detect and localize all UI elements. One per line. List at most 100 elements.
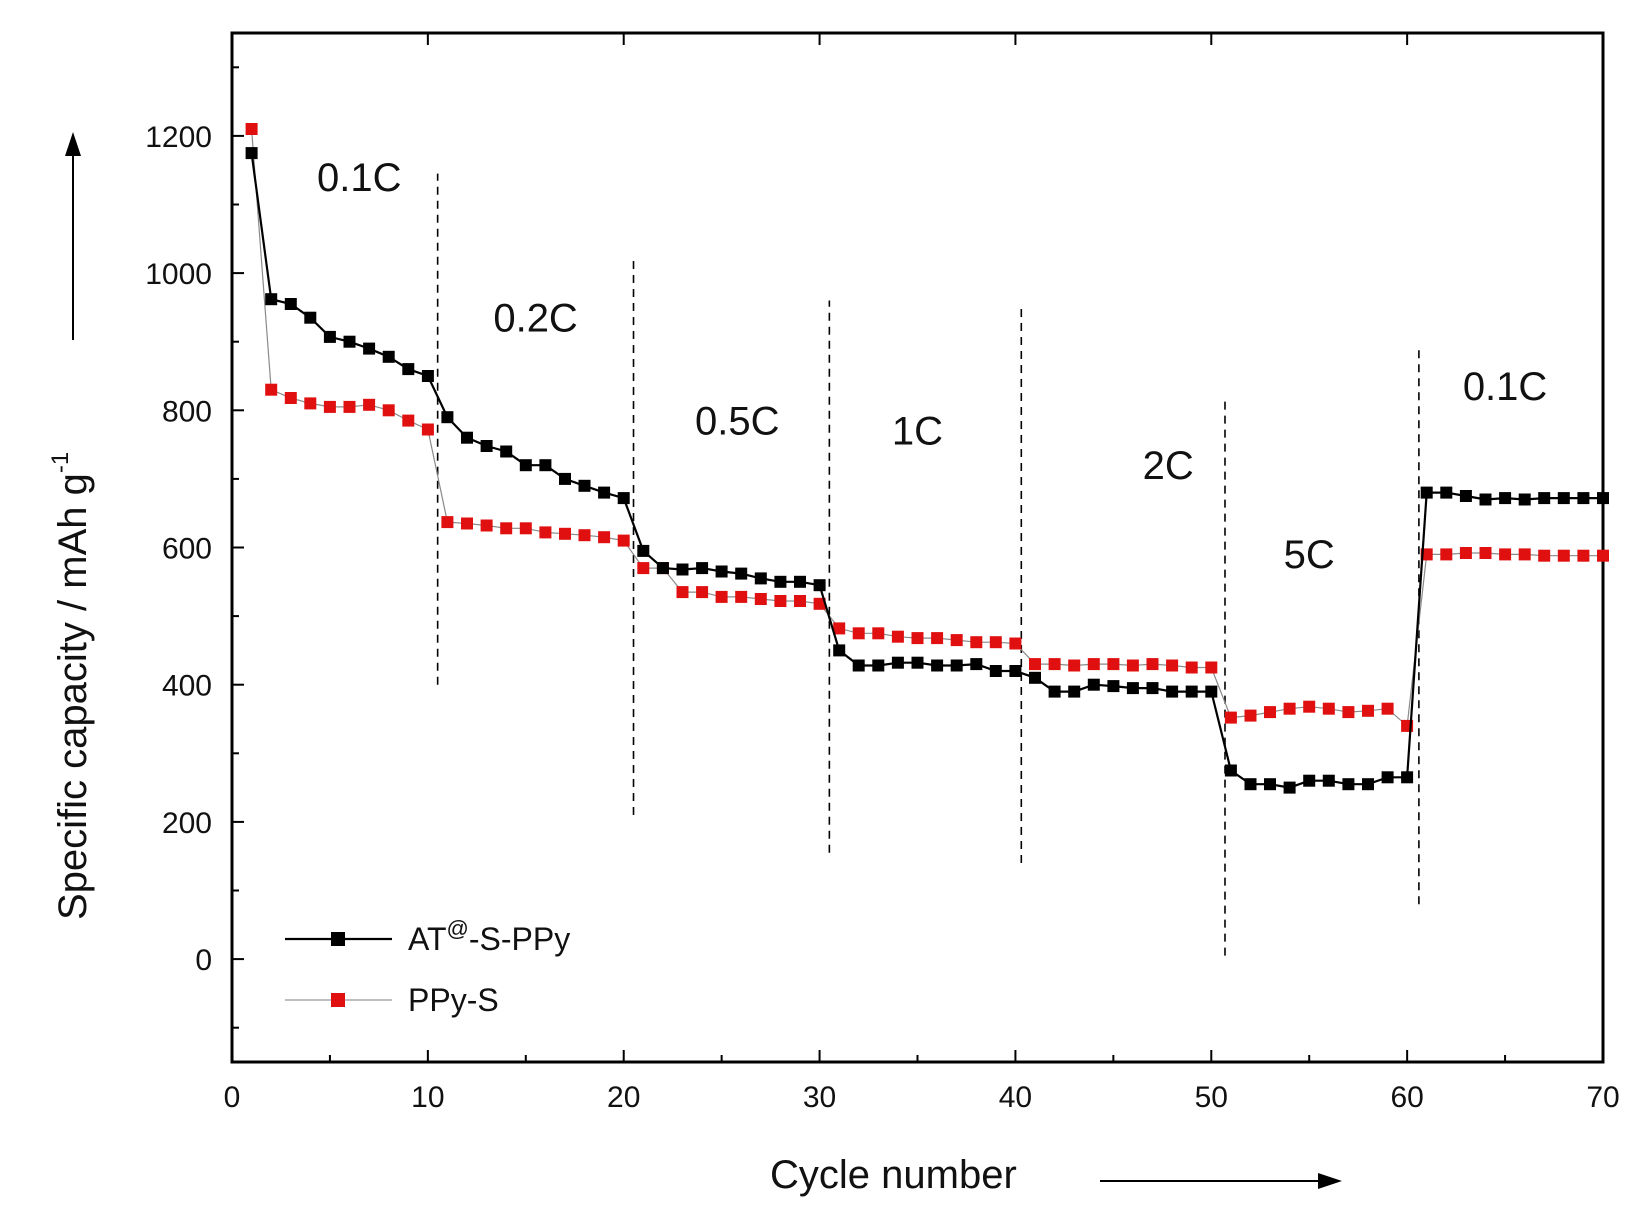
x-tick-label: 30 bbox=[803, 1081, 836, 1114]
data-point-at-s-ppy bbox=[774, 575, 787, 588]
data-point-ppy-s bbox=[676, 586, 689, 599]
data-point-at-s-ppy bbox=[1224, 764, 1237, 777]
y-tick-label: 1000 bbox=[145, 258, 212, 291]
legend-label-at-s-ppy-name: AT bbox=[408, 921, 447, 957]
data-point-at-s-ppy bbox=[1029, 671, 1041, 684]
data-point-ppy-s bbox=[461, 517, 473, 530]
rate-region-label: 0.1C bbox=[317, 156, 402, 200]
data-point-ppy-s bbox=[284, 392, 297, 404]
data-point-ppy-s bbox=[1205, 661, 1218, 674]
y-axis-title-superscript: -1 bbox=[47, 452, 74, 473]
data-point-ppy-s bbox=[559, 527, 571, 540]
data-point-at-s-ppy bbox=[813, 579, 826, 592]
data-point-ppy-s bbox=[304, 397, 317, 410]
data-point-at-s-ppy bbox=[245, 147, 258, 160]
data-point-at-s-ppy bbox=[421, 370, 434, 382]
data-point-at-s-ppy bbox=[1557, 492, 1570, 505]
legend-marker-ppy-s bbox=[331, 993, 345, 1007]
x-tick-label: 70 bbox=[1586, 1081, 1619, 1114]
data-point-ppy-s bbox=[1185, 661, 1198, 674]
data-point-at-s-ppy bbox=[931, 659, 944, 672]
data-point-ppy-s bbox=[1518, 548, 1531, 561]
data-point-ppy-s bbox=[1009, 637, 1022, 650]
rate-region-label: 0.1C bbox=[1463, 365, 1548, 409]
legend-item-at-s-ppy: AT@-S-PPy bbox=[285, 916, 570, 957]
data-point-at-s-ppy bbox=[989, 665, 1002, 677]
data-point-at-s-ppy bbox=[1087, 678, 1100, 691]
rate-dividers bbox=[436, 173, 1420, 956]
data-point-ppy-s bbox=[1322, 702, 1335, 715]
data-point-at-s-ppy bbox=[950, 659, 963, 672]
data-point-ppy-s bbox=[1166, 659, 1179, 672]
rate-region-label: 2C bbox=[1143, 444, 1194, 488]
data-point-at-s-ppy bbox=[441, 411, 454, 424]
data-point-at-s-ppy bbox=[852, 659, 865, 672]
rate-region-label: 0.2C bbox=[493, 296, 578, 340]
y-axis-arrow bbox=[65, 132, 81, 340]
data-point-at-s-ppy bbox=[1420, 486, 1433, 499]
data-point-at-s-ppy bbox=[735, 567, 748, 580]
data-point-at-s-ppy bbox=[1499, 492, 1512, 505]
data-point-at-s-ppy bbox=[382, 350, 395, 363]
data-point-ppy-s bbox=[578, 529, 591, 542]
data-point-at-s-ppy bbox=[1518, 493, 1531, 506]
data-point-at-s-ppy bbox=[1048, 685, 1061, 698]
data-point-at-s-ppy bbox=[617, 492, 630, 505]
data-point-ppy-s bbox=[931, 632, 944, 645]
y-tick-label: 0 bbox=[195, 944, 212, 977]
data-series bbox=[245, 123, 1609, 794]
data-point-at-s-ppy bbox=[1107, 680, 1120, 693]
data-point-ppy-s bbox=[323, 400, 336, 413]
series-line-ppy-s bbox=[251, 128, 1603, 728]
data-point-ppy-s bbox=[1224, 711, 1237, 724]
data-point-ppy-s bbox=[1303, 700, 1316, 713]
data-point-ppy-s bbox=[265, 383, 278, 396]
x-axis-arrow bbox=[1100, 1173, 1342, 1189]
data-point-at-s-ppy bbox=[891, 656, 904, 669]
data-point-at-s-ppy bbox=[1283, 781, 1296, 794]
data-point-ppy-s bbox=[1538, 549, 1551, 562]
data-point-ppy-s bbox=[617, 534, 630, 547]
data-point-ppy-s bbox=[1342, 706, 1355, 719]
data-point-at-s-ppy bbox=[794, 575, 806, 588]
data-point-at-s-ppy bbox=[754, 572, 767, 585]
data-point-ppy-s bbox=[1381, 702, 1394, 715]
data-point-at-s-ppy bbox=[323, 330, 336, 343]
rate-region-label: 5C bbox=[1284, 533, 1335, 577]
data-point-at-s-ppy bbox=[343, 335, 356, 348]
rate-region-labels: 0.1C 0.2C 0.5C 1C 2C 5C 0.1C bbox=[317, 156, 1547, 577]
data-point-at-s-ppy bbox=[1459, 490, 1472, 502]
data-point-at-s-ppy bbox=[1166, 685, 1179, 698]
data-point-ppy-s bbox=[1362, 704, 1374, 717]
x-axis-title: Cycle number bbox=[770, 1153, 1017, 1197]
legend-label-at-s-ppy-suffix: -S-PPy bbox=[469, 921, 570, 957]
data-point-at-s-ppy bbox=[637, 544, 650, 557]
legend-item-ppy-s: PPy-S bbox=[285, 982, 499, 1018]
data-point-at-s-ppy bbox=[1322, 774, 1335, 787]
data-point-ppy-s bbox=[1107, 658, 1120, 671]
data-point-ppy-s bbox=[754, 593, 767, 605]
data-point-at-s-ppy bbox=[1146, 682, 1159, 695]
data-point-ppy-s bbox=[1459, 547, 1472, 559]
data-point-at-s-ppy bbox=[519, 459, 532, 472]
data-point-at-s-ppy bbox=[696, 562, 709, 575]
data-point-ppy-s bbox=[1557, 549, 1570, 562]
x-tick-label: 40 bbox=[999, 1081, 1032, 1114]
y-tick-label: 400 bbox=[162, 670, 212, 703]
data-point-at-s-ppy bbox=[1362, 778, 1374, 791]
data-point-at-s-ppy bbox=[1244, 778, 1257, 791]
data-point-ppy-s bbox=[1048, 658, 1061, 671]
data-point-ppy-s bbox=[715, 590, 728, 603]
data-point-at-s-ppy bbox=[833, 644, 846, 657]
data-point-at-s-ppy bbox=[1185, 685, 1198, 698]
legend: AT@-S-PPy PPy-S bbox=[285, 916, 570, 1018]
data-point-at-s-ppy bbox=[1303, 774, 1316, 787]
data-point-at-s-ppy bbox=[559, 472, 571, 485]
data-point-ppy-s bbox=[402, 414, 415, 427]
data-point-ppy-s bbox=[833, 622, 846, 635]
data-point-ppy-s bbox=[1146, 658, 1159, 671]
data-point-at-s-ppy bbox=[363, 342, 376, 355]
data-point-ppy-s bbox=[1126, 659, 1139, 672]
data-point-at-s-ppy bbox=[500, 445, 513, 458]
y-tick-label: 600 bbox=[162, 533, 212, 566]
